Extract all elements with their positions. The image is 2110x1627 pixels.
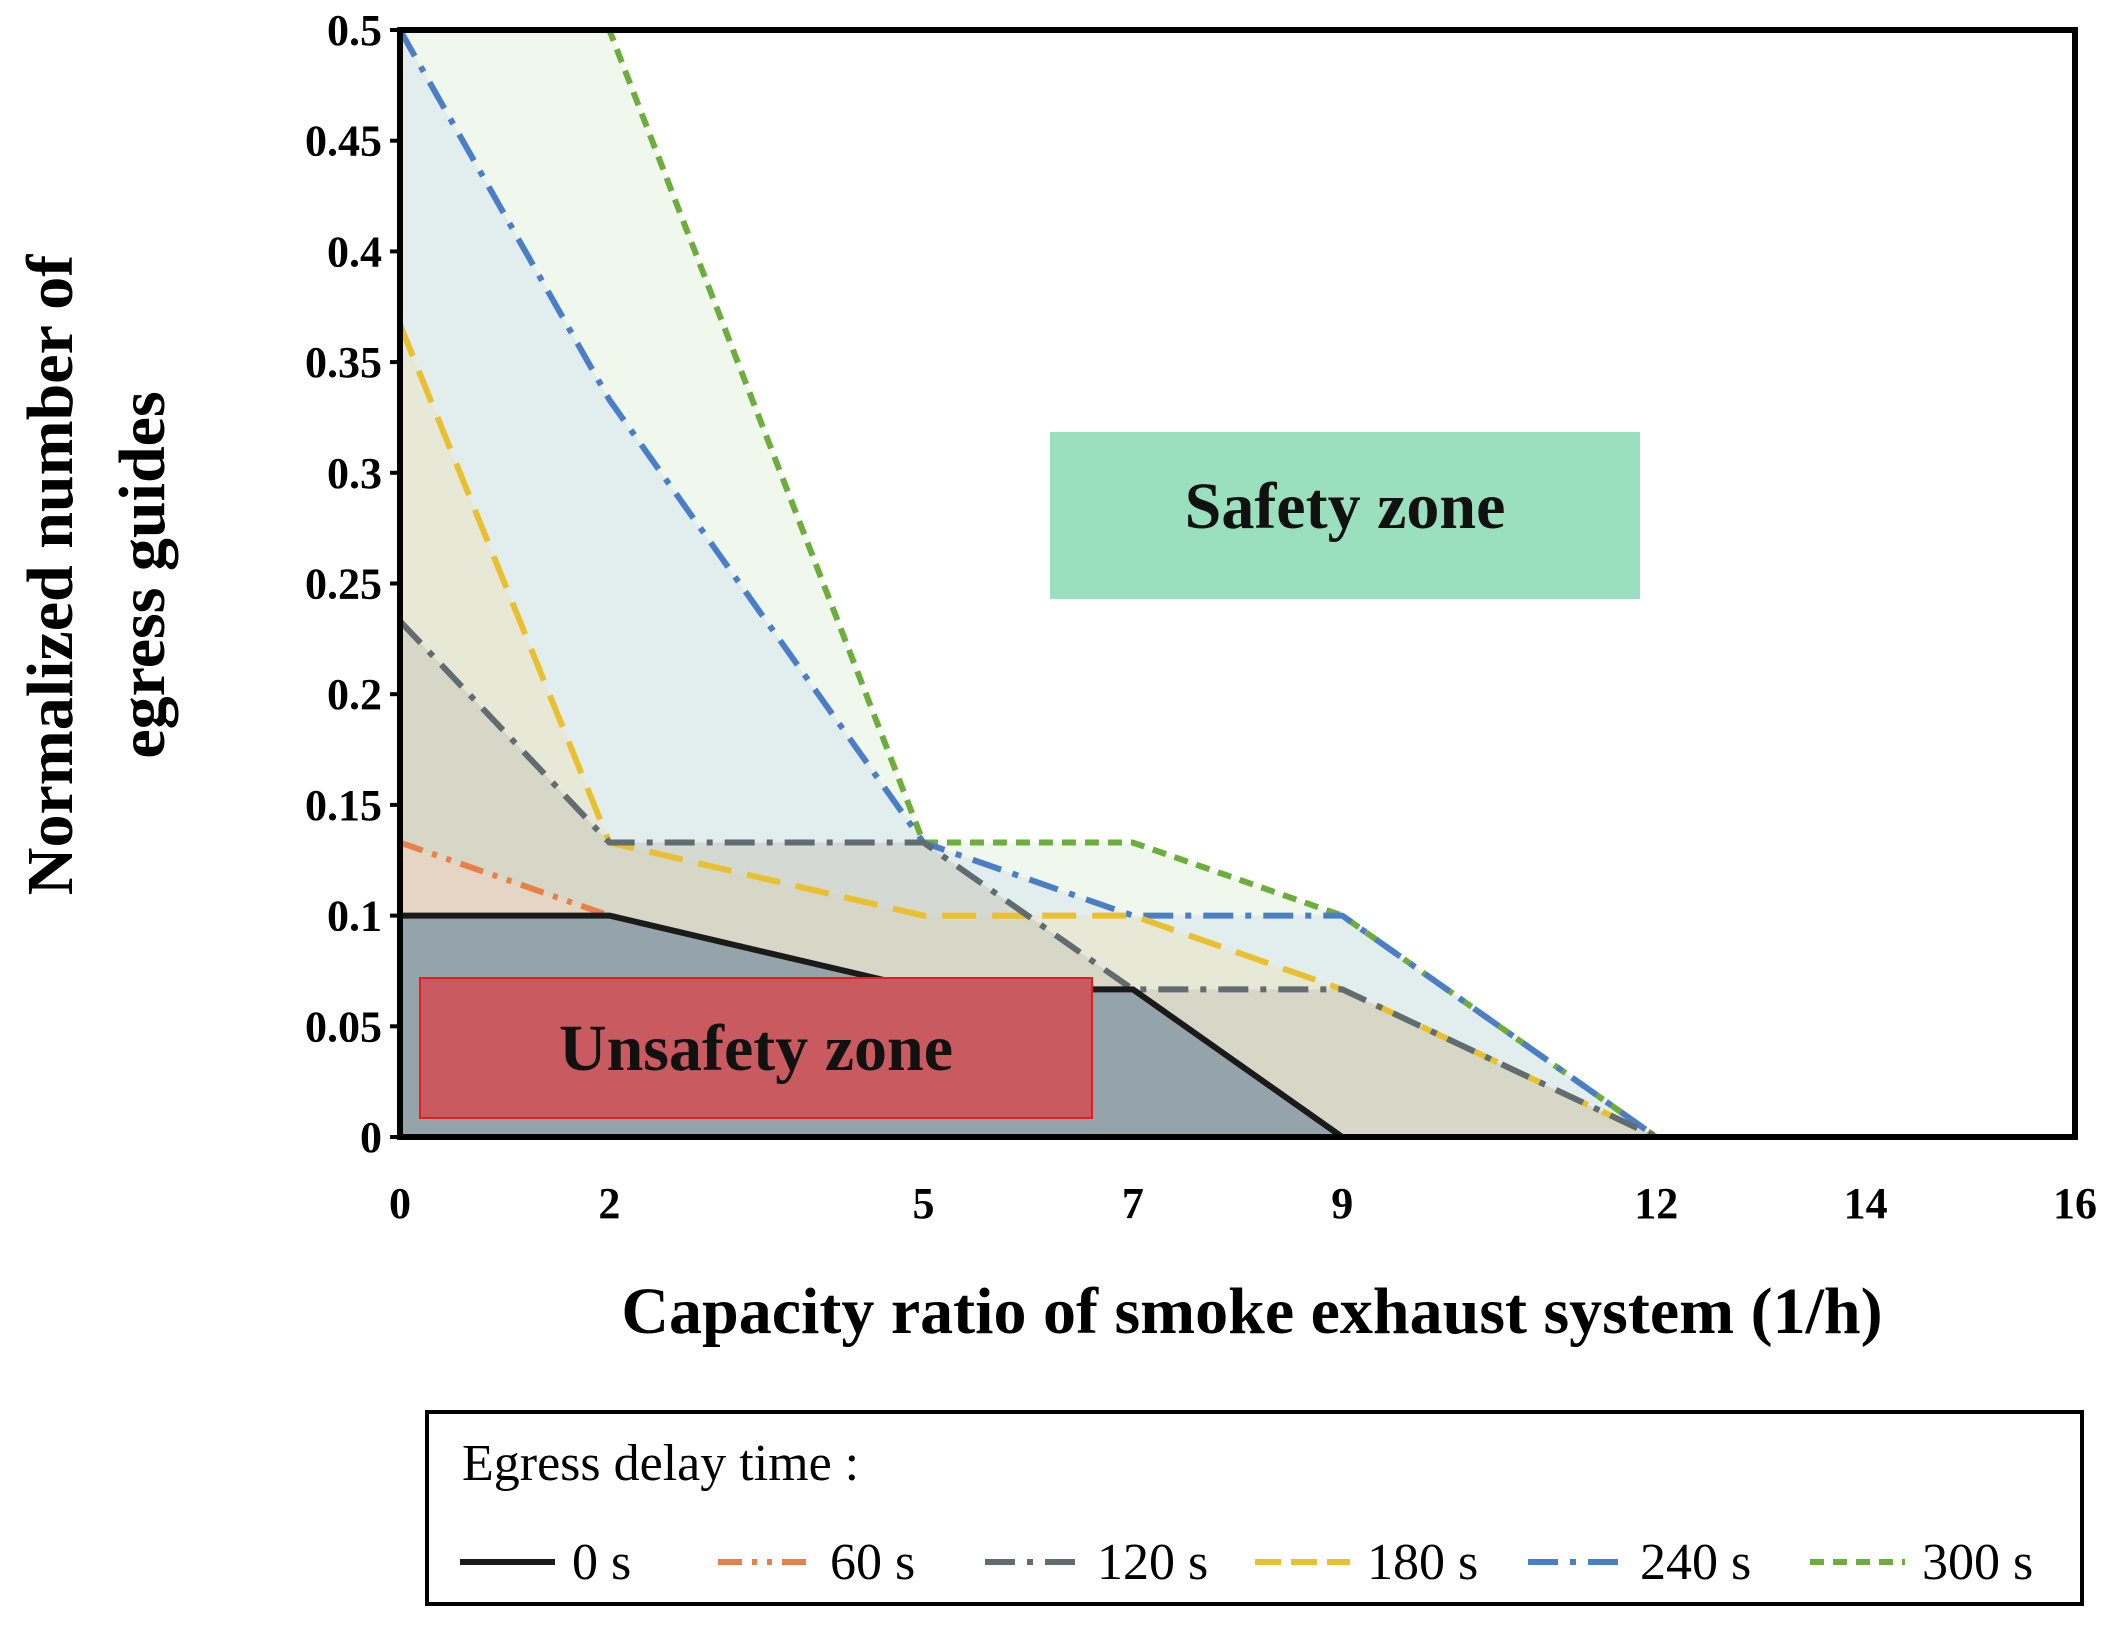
legend-box [425, 1410, 2084, 1606]
x-tick-label: 2 [598, 1179, 620, 1228]
y-axis-title-line-1: Normalized number of [14, 254, 87, 895]
legend-title: Egress delay time : [462, 1435, 859, 1492]
legend-label-300s: 300 s [1922, 1534, 2033, 1591]
safety-zone-box [1050, 432, 1640, 599]
y-tick-label: 0.35 [305, 338, 382, 387]
y-tick-label: 0.45 [305, 117, 382, 166]
legend-entries: 0 s 60 s 120 s 180 s 240 s 300 s [460, 1534, 2033, 1591]
legend-label-0s: 0 s [572, 1534, 631, 1591]
x-tick-label: 14 [1844, 1179, 1888, 1228]
legend-label-180s: 180 s [1367, 1534, 1478, 1591]
y-tick-label: 0.25 [305, 560, 382, 609]
y-tick-label: 0.05 [305, 1002, 382, 1051]
x-tick-label: 7 [1122, 1179, 1144, 1228]
y-tick-label: 0.2 [327, 670, 382, 719]
unsafe-zone-annotation: Unsafety zone [419, 977, 1093, 1119]
zone-annotations: Safety zone [1050, 432, 1640, 599]
y-tick-label: 0.5 [327, 6, 382, 55]
y-axis-ticks: 0 0.05 0.1 0.15 0.2 0.25 0.3 0.35 0.4 0.45 0.5 [305, 6, 400, 1162]
x-tick-label: 16 [2053, 1179, 2097, 1228]
x-tick-label: 5 [912, 1179, 934, 1228]
y-axis-title-line-2: egress guides [106, 391, 179, 758]
x-tick-label: 9 [1331, 1179, 1353, 1228]
x-tick-label: 12 [1634, 1179, 1678, 1228]
y-tick-label: 0.15 [305, 781, 382, 830]
unsafety-zone-box [419, 977, 1093, 1119]
x-axis-title: Capacity ratio of smoke exhaust system (… [621, 1275, 1882, 1348]
legend-label-120s: 120 s [1097, 1534, 1208, 1591]
y-tick-label: 0.4 [327, 227, 382, 276]
line-series-180s [397, 323, 2075, 1140]
y-axis-title: Normalized number of egress guides [14, 254, 179, 895]
legend-label-240s: 240 s [1640, 1534, 1751, 1591]
y-tick-label: 0.1 [327, 892, 382, 941]
x-axis-ticks: 0 2 5 7 9 12 14 16 [389, 1179, 2097, 1228]
legend-label-60s: 60 s [830, 1534, 915, 1591]
unsafety-zone-label: Unsafety zone [559, 1012, 953, 1085]
safety-zone-label: Safety zone [1185, 470, 1506, 543]
y-tick-label: 0 [360, 1113, 382, 1162]
y-tick-label: 0.3 [327, 449, 382, 498]
x-tick-label: 0 [389, 1179, 411, 1228]
